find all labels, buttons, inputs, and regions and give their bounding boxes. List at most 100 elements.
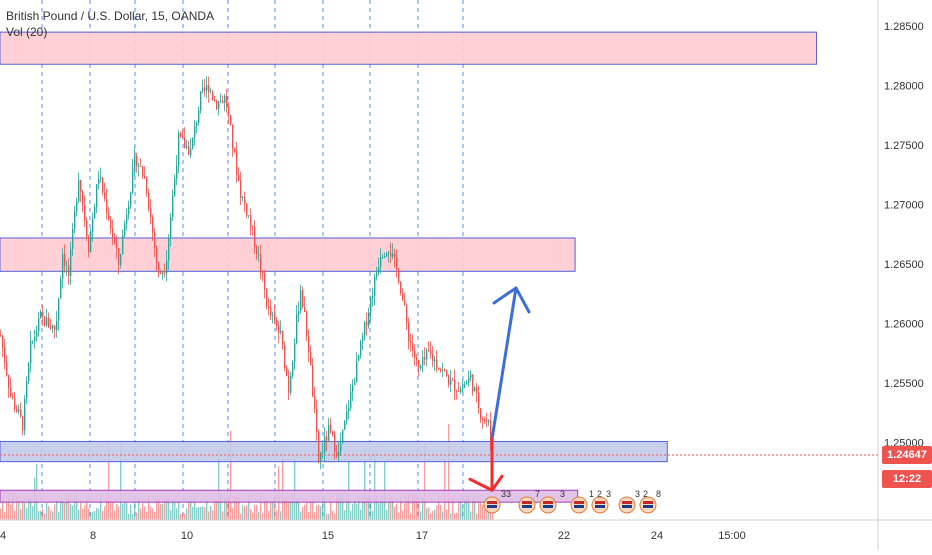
symbol-title[interactable]: British Pound / U.S. Dollar, 15, OANDA	[6, 9, 215, 23]
candle-body	[180, 132, 182, 137]
candle-body	[246, 203, 248, 216]
volume-bar	[404, 503, 406, 520]
event-count-label: 2	[643, 489, 648, 499]
volume-bar	[256, 504, 258, 520]
candle-body	[412, 342, 414, 352]
volume-bar	[334, 513, 336, 520]
volume-bar	[198, 507, 200, 520]
up-projection-arrow[interactable]	[490, 286, 518, 441]
volume-bar	[400, 497, 402, 520]
candle-body	[338, 451, 340, 457]
candle-body	[470, 374, 472, 378]
volume-bar	[286, 497, 288, 520]
candle-body	[424, 357, 426, 360]
volume-bar	[308, 512, 310, 520]
flag-stripe-icon	[622, 505, 632, 508]
volume-bar	[100, 493, 102, 520]
supply-demand-zones[interactable]	[0, 31, 818, 503]
down-arrowhead[interactable]	[468, 474, 504, 492]
candle-body	[198, 110, 200, 123]
volume-bar	[154, 511, 156, 520]
candle-body	[84, 205, 86, 221]
volume-indicator-label[interactable]: Vol (20)	[6, 25, 48, 39]
volume-bar	[456, 512, 458, 520]
candle-body	[168, 238, 170, 261]
price-axis[interactable]: 1.28500 1.28000 1.27500 1.27000 1.26500 1.260…	[884, 21, 924, 449]
volume-bar	[480, 502, 482, 520]
candle-body	[450, 379, 452, 385]
candle-body	[142, 166, 144, 177]
candle-body	[220, 100, 222, 102]
candle-body	[382, 256, 384, 258]
volume-bar	[298, 498, 300, 520]
volume-bar	[288, 502, 290, 520]
red-zone[interactable]	[0, 31, 818, 65]
volume-bar	[242, 504, 244, 520]
candle-body	[74, 211, 76, 229]
volume-bar	[102, 511, 104, 520]
volume-bar	[352, 503, 354, 520]
volume-bar	[114, 510, 116, 520]
candle-body	[128, 205, 130, 215]
volume-bar	[372, 511, 374, 520]
volume-bar	[200, 507, 202, 520]
up-arrowhead[interactable]	[492, 286, 531, 314]
candle-body	[20, 409, 22, 417]
volume-bar	[268, 511, 270, 520]
volume-bar	[216, 501, 218, 520]
candle-body	[326, 436, 328, 441]
candle-body	[200, 91, 202, 111]
volume-bar	[126, 503, 128, 520]
candle-body	[2, 335, 4, 348]
candle-body	[134, 155, 136, 169]
volume-bar	[406, 493, 408, 520]
candle-body	[264, 273, 266, 290]
candle-body	[292, 362, 294, 376]
candle-body	[114, 237, 116, 244]
economic-events[interactable]: 33 7 3 1 2 3 3 2 8	[483, 489, 661, 514]
volume-bar	[64, 503, 66, 520]
candle-body	[24, 398, 26, 431]
volume-bar	[248, 493, 250, 520]
candle-body	[356, 360, 358, 382]
volume-bar	[224, 498, 226, 520]
volume-bar	[0, 508, 2, 520]
candle-body	[394, 253, 396, 258]
volume-bar	[382, 495, 384, 520]
candle-body	[30, 340, 32, 364]
flag-stripe-icon	[622, 501, 632, 504]
candle-body	[158, 262, 160, 273]
volume-bar	[50, 510, 52, 520]
volume-bar	[128, 513, 130, 520]
red-zone[interactable]	[0, 237, 576, 272]
candlesticks[interactable]	[0, 76, 494, 470]
volume-bar	[338, 495, 340, 520]
candle-body	[202, 87, 204, 92]
volume-bar	[240, 513, 242, 520]
candle-body	[40, 312, 42, 319]
candle-body	[346, 411, 348, 422]
candle-body	[258, 254, 260, 256]
event-count-label: 8	[656, 489, 661, 499]
candle-body	[390, 252, 392, 257]
volume-bar	[342, 493, 344, 520]
time-axis[interactable]: 4 8 10 15 17 22 24 15:00	[0, 530, 746, 542]
candle-body	[76, 201, 78, 212]
blue-zone[interactable]	[0, 440, 668, 463]
volume-bar	[136, 512, 138, 520]
volume-bar	[324, 496, 326, 520]
candle-body	[446, 371, 448, 377]
candle-body	[148, 193, 150, 209]
projection-arrows[interactable]	[468, 286, 531, 492]
purple-zone[interactable]	[0, 489, 579, 503]
candle-body	[218, 101, 220, 110]
volume-bar	[186, 508, 188, 520]
candle-body	[324, 436, 326, 453]
time-tick-label: 8	[90, 530, 96, 542]
candle-body	[178, 132, 180, 166]
candle-body	[488, 420, 490, 422]
candle-body	[144, 176, 146, 179]
candle-body	[60, 278, 62, 299]
